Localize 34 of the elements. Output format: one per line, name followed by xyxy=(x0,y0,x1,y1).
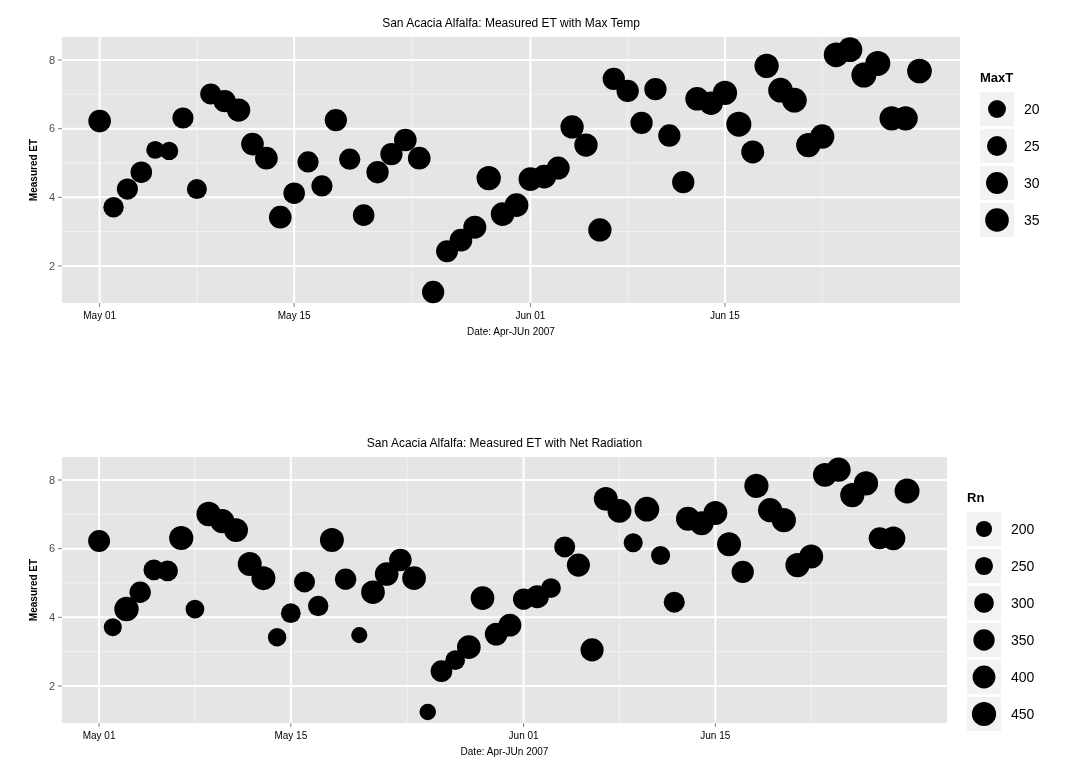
y-axis-title: Measured ET xyxy=(28,558,39,622)
x-tick-label: Jun 15 xyxy=(709,310,741,321)
y-tick-label: 2 xyxy=(48,679,55,692)
x-tick-label: May 01 xyxy=(82,730,116,741)
legend-label: 20 xyxy=(1024,100,1040,117)
chart-title: San Acacia Alfalfa: Measured ET with Max Temp xyxy=(382,16,641,30)
y-axis-title: Measured ET xyxy=(28,138,39,202)
x-tick-label: Jun 01 xyxy=(515,310,546,321)
y-tick-label: 4 xyxy=(48,191,55,204)
legend-label: 400 xyxy=(1011,668,1035,685)
chart-title: San Acacia Alfalfa: Measured ET with Net Radiation xyxy=(366,436,643,450)
legend-label: 350 xyxy=(1011,631,1035,648)
x-tick-label: Jun 15 xyxy=(700,730,731,741)
legend-label: 250 xyxy=(1011,557,1035,574)
x-tick-label: May 15 xyxy=(274,730,308,741)
x-axis-title: Date: Apr-JUn 2007 xyxy=(460,746,549,757)
y-tick-label: 8 xyxy=(48,473,55,486)
y-tick-label: 6 xyxy=(48,122,55,135)
legend-title: Rn xyxy=(967,490,985,505)
legend-label: 30 xyxy=(1024,174,1040,191)
legend-label: 25 xyxy=(1024,137,1040,154)
legend-title: MaxT xyxy=(980,70,1014,85)
x-tick-label: May 15 xyxy=(277,310,311,321)
y-tick-label: 2 xyxy=(48,259,55,272)
legend-label: 450 xyxy=(1011,705,1035,722)
x-axis-title: Date: Apr-JUn 2007 xyxy=(467,326,556,337)
y-tick-label: 4 xyxy=(48,611,55,624)
legend-label: 35 xyxy=(1024,211,1040,228)
legend-label: 300 xyxy=(1011,594,1035,611)
legend-label: 200 xyxy=(1011,520,1035,537)
x-tick-label: May 01 xyxy=(83,310,117,321)
y-tick-label: 8 xyxy=(48,53,55,66)
y-tick-label: 6 xyxy=(48,542,55,555)
x-tick-label: Jun 01 xyxy=(508,730,540,741)
